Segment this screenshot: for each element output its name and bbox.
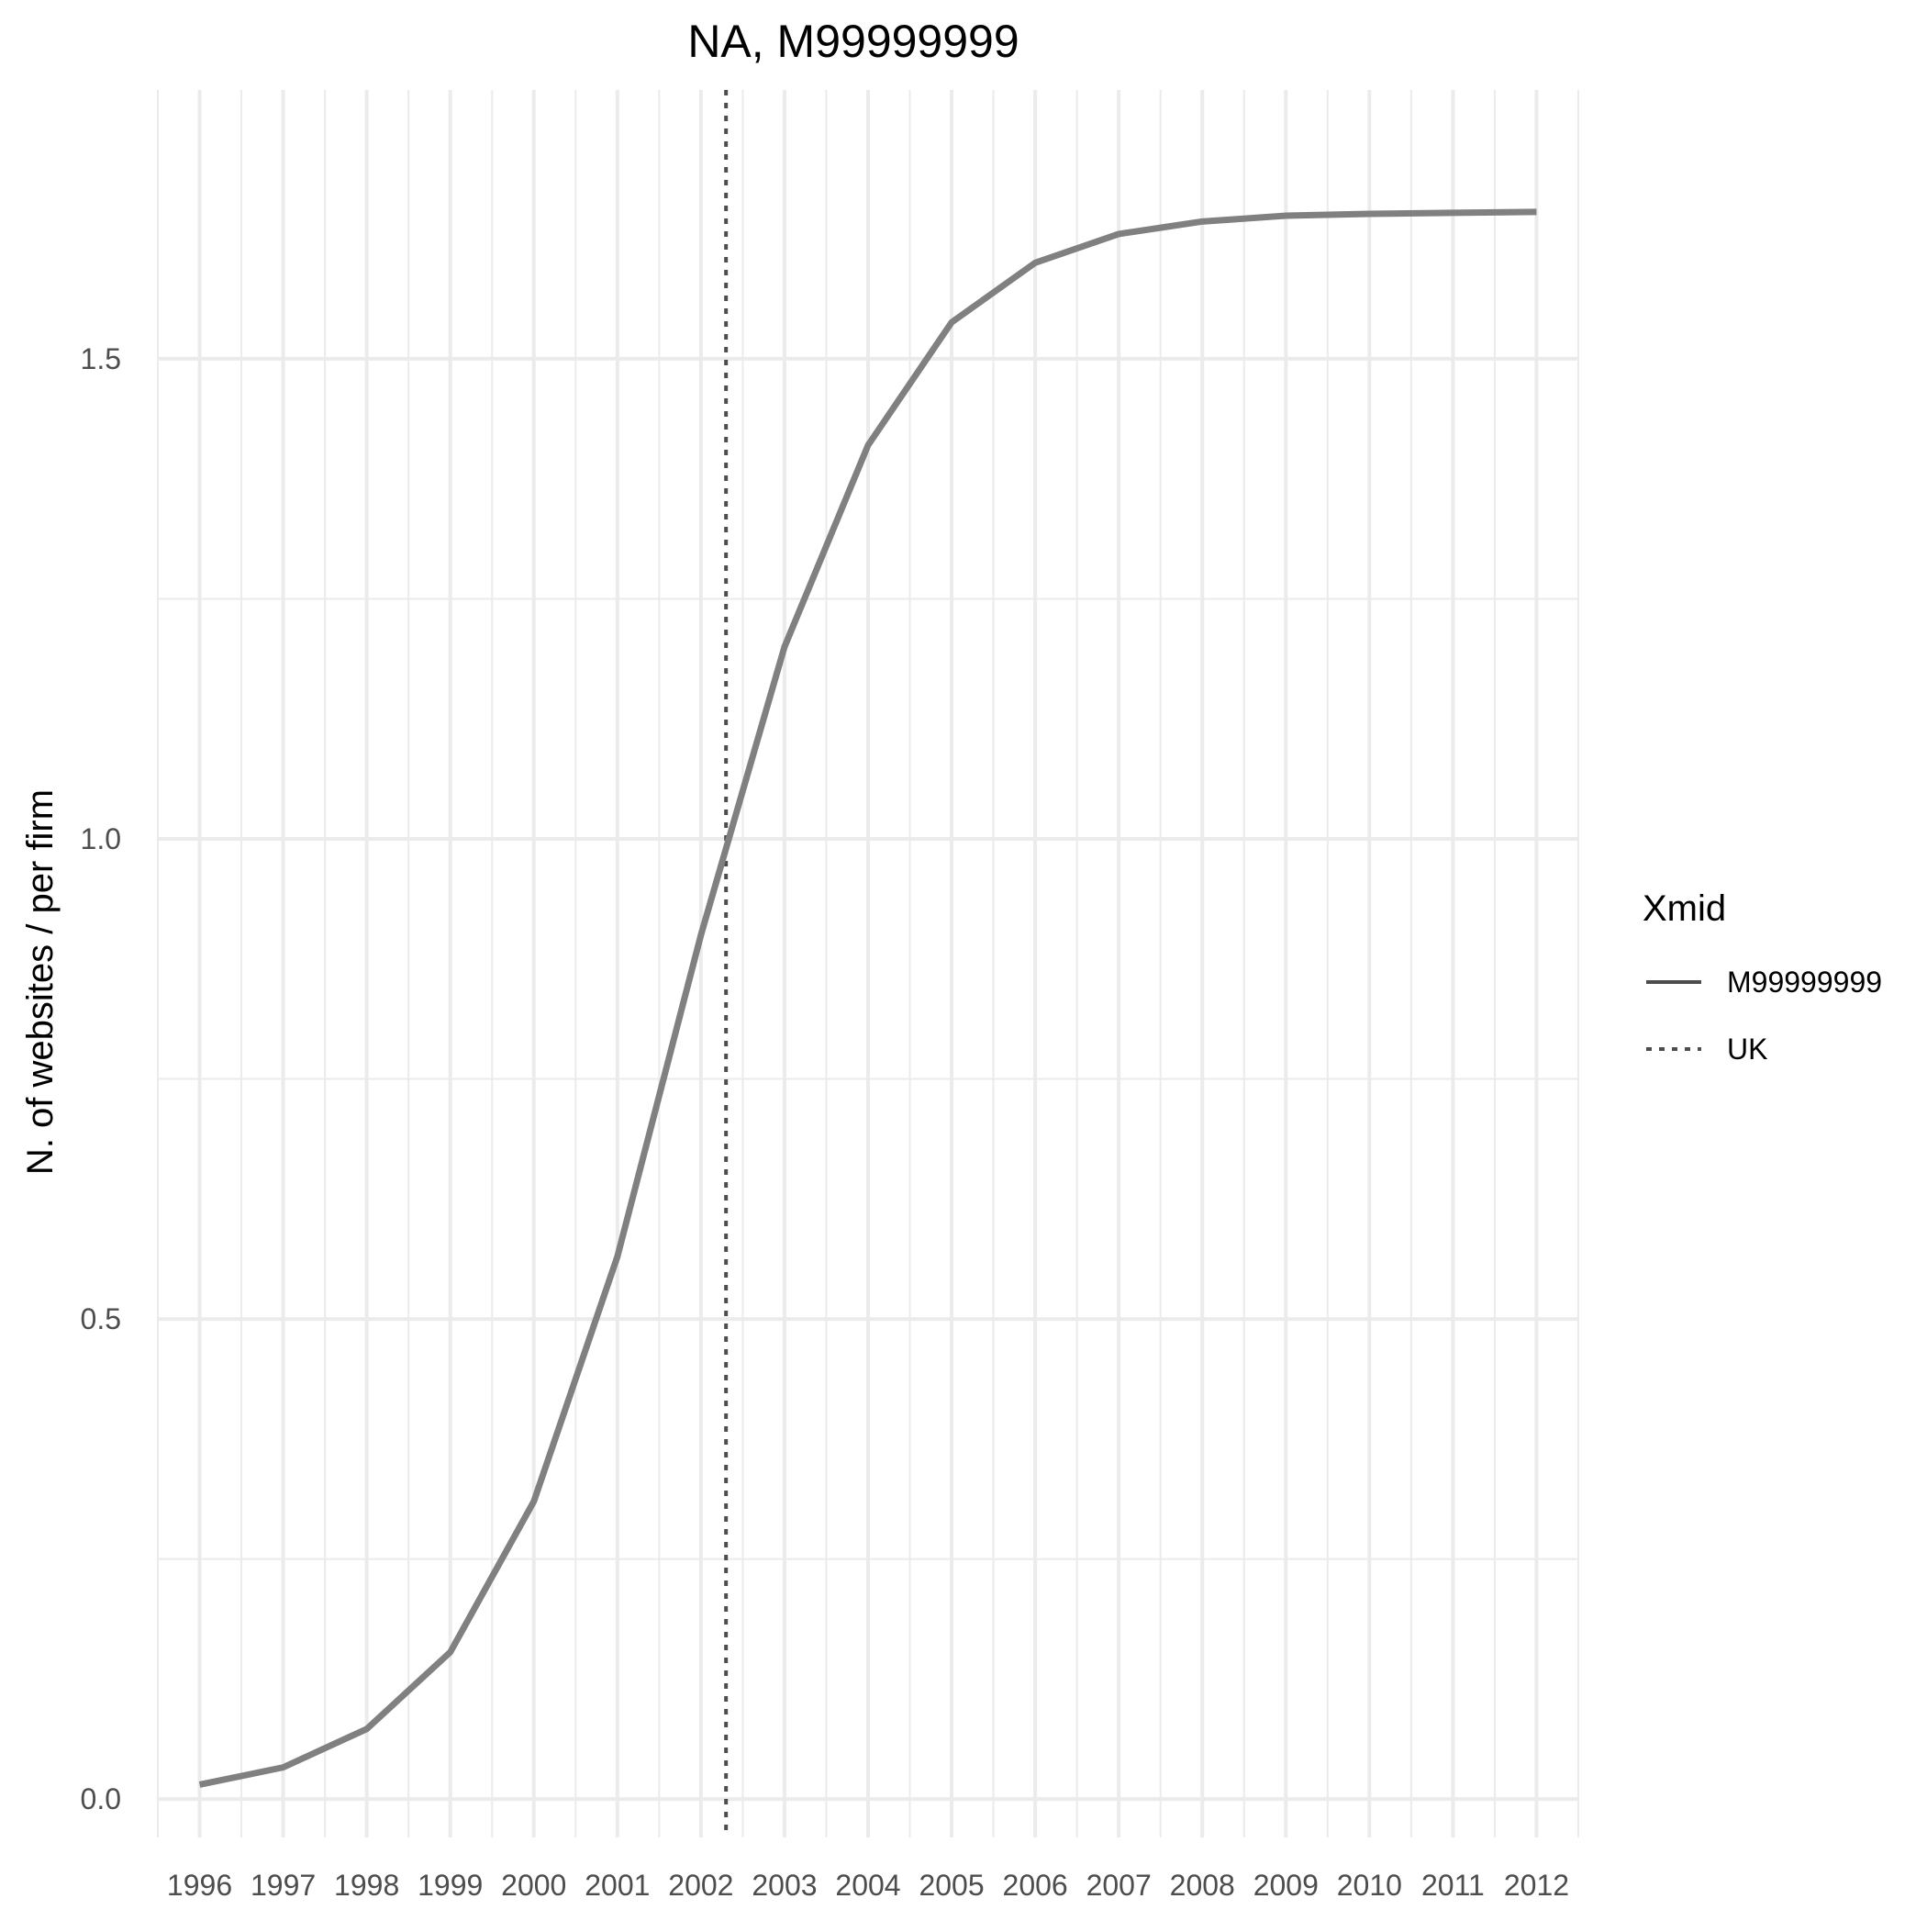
x-axis-ticks: 1996 1997 1998 1999 2000 2001 2002 2003 2004 2005…: [167, 1869, 1569, 1902]
x-tick-label: 1996: [167, 1869, 232, 1902]
x-tick-label: 1999: [418, 1869, 483, 1902]
x-tick-label: 2010: [1337, 1869, 1402, 1902]
y-tick-label: 1.5: [81, 342, 121, 375]
grid: [158, 90, 1578, 1837]
y-tick-label: 1.0: [81, 822, 121, 855]
x-tick-label: 2004: [835, 1869, 900, 1902]
x-tick-label: 2007: [1086, 1869, 1152, 1902]
y-tick-label: 0.5: [81, 1302, 121, 1335]
x-tick-label: 2000: [501, 1869, 566, 1902]
x-tick-label: 2008: [1170, 1869, 1235, 1902]
x-tick-label: 2006: [1003, 1869, 1068, 1902]
x-tick-label: 1998: [334, 1869, 399, 1902]
x-tick-label: 2012: [1504, 1869, 1569, 1902]
x-tick-label: 2003: [752, 1869, 817, 1902]
x-tick-label: 2001: [585, 1869, 650, 1902]
x-tick-label: 2005: [919, 1869, 984, 1902]
legend-label-uk: UK: [1727, 1033, 1767, 1066]
legend-title: Xmid: [1643, 888, 1726, 929]
y-axis-ticks: 0.0 0.5 1.0 1.5: [81, 342, 121, 1815]
x-tick-label: 2011: [1421, 1869, 1485, 1902]
legend-label-series: M99999999: [1727, 966, 1882, 999]
chart-title: NA, M99999999: [687, 16, 1019, 67]
x-tick-label: 2002: [668, 1869, 733, 1902]
x-tick-label: 2009: [1253, 1869, 1319, 1902]
legend: Xmid M99999999 UK: [1643, 888, 1882, 1066]
x-tick-label: 1997: [251, 1869, 316, 1902]
y-axis-title: N. of websites / per firm: [20, 789, 61, 1175]
y-tick-label: 0.0: [81, 1782, 121, 1815]
